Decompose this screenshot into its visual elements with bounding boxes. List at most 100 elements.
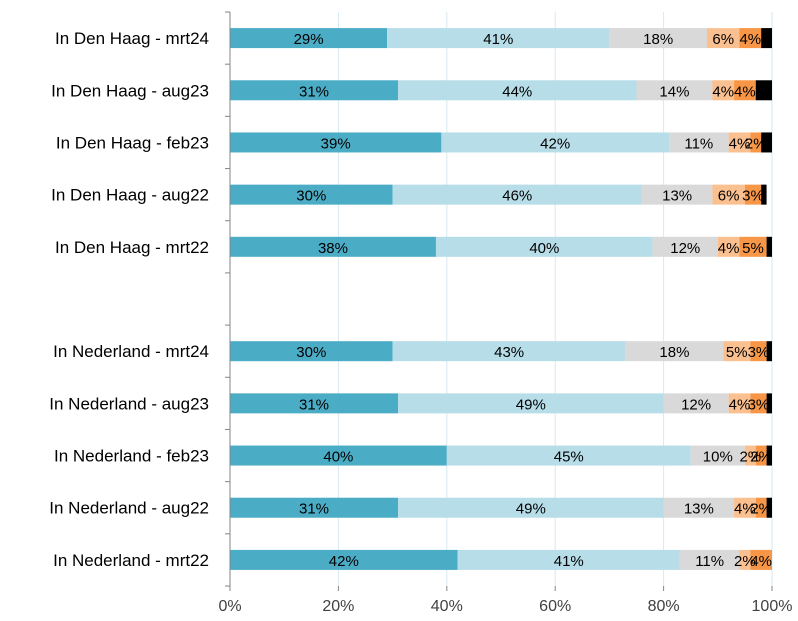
bar-segment — [398, 393, 664, 414]
bar-segment — [392, 184, 642, 205]
data-label: 2% — [750, 501, 772, 518]
category-label: In Den Haag - aug22 — [51, 186, 209, 205]
bar-segment — [739, 549, 751, 570]
axes: 0% 20% 40% 60% 80% 100% In Den Haag - mrt24 In … — [49, 11, 793, 615]
data-label: 4% — [718, 240, 740, 257]
bar-segment — [723, 341, 751, 362]
data-label: 41% — [554, 553, 584, 570]
category-label: In Den Haag - mrt22 — [55, 238, 209, 257]
bar-segment — [755, 80, 772, 101]
data-label: 11% — [695, 553, 724, 570]
bar-segment — [755, 445, 767, 466]
data-label: 49% — [516, 501, 546, 518]
bar-segment — [766, 341, 772, 362]
data-label: 2% — [745, 135, 767, 152]
data-label: 4% — [734, 83, 756, 100]
category-label: In Den Haag - aug23 — [51, 81, 209, 100]
data-label: 3% — [742, 188, 764, 205]
bar-segment — [641, 184, 713, 205]
data-labels: 29% 41% 18% 6% 4%31% 44% 14% 4% 4%39% 42% 11% 4%2%3… — [294, 31, 772, 570]
data-label: 4% — [750, 553, 772, 570]
x-tick-label: 20% — [322, 598, 354, 615]
bar-segment — [717, 236, 740, 257]
data-label: 44% — [502, 83, 532, 100]
data-label: 46% — [502, 188, 532, 205]
data-label: 31% — [299, 396, 329, 413]
bar-segment — [761, 132, 772, 153]
bar-segment — [744, 445, 756, 466]
data-label: 43% — [494, 344, 524, 361]
data-label: 12% — [681, 396, 711, 413]
data-label: 5% — [742, 240, 764, 257]
gridlines — [337, 12, 773, 586]
bar-segment — [750, 549, 772, 570]
data-label: 10% — [703, 449, 733, 466]
data-label: 18% — [659, 344, 689, 361]
bar-segment — [679, 549, 740, 570]
bar-segment — [739, 236, 767, 257]
bar-segment — [663, 393, 729, 414]
data-label: 12% — [670, 240, 700, 257]
bar-segment — [690, 445, 745, 466]
data-label: 14% — [659, 83, 689, 100]
bar-segment — [230, 445, 447, 466]
data-label: 4% — [712, 83, 734, 100]
bar-segment — [625, 341, 724, 362]
bar-segment — [712, 184, 745, 205]
bar-segment — [766, 445, 772, 466]
bar-segment — [230, 549, 458, 570]
bar-segment — [398, 497, 664, 518]
data-label: 45% — [554, 449, 584, 466]
bar-segment — [739, 28, 762, 49]
bar-segment — [230, 393, 399, 414]
bar-segment — [398, 80, 637, 101]
x-tick-label: 0% — [218, 598, 241, 615]
bar-segment — [766, 236, 772, 257]
bar-segment — [766, 393, 772, 414]
bar-segment — [761, 28, 772, 49]
x-tick-label: 100% — [752, 598, 793, 615]
bar-segment — [728, 393, 751, 414]
bar-segment — [441, 132, 670, 153]
bar-segment — [230, 236, 436, 257]
data-label: 29% — [294, 31, 324, 48]
bar-segment — [728, 132, 751, 153]
category-label: In Nederland - aug23 — [49, 394, 209, 413]
data-label: 31% — [299, 501, 329, 518]
bar-segment — [734, 497, 756, 518]
bar-segment — [761, 184, 767, 205]
bar-segment — [669, 132, 729, 153]
data-label: 13% — [684, 501, 714, 518]
bar-segment — [230, 497, 399, 518]
bar-segment — [766, 497, 772, 518]
bar-segment — [230, 132, 442, 153]
data-label: 3% — [748, 344, 770, 361]
data-label: 2% — [739, 449, 761, 466]
data-label: 4% — [739, 31, 761, 48]
data-label: 40% — [323, 449, 353, 466]
data-label: 3% — [748, 396, 770, 413]
category-label: In Nederland - mrt24 — [53, 342, 209, 361]
category-label: In Nederland - aug22 — [49, 499, 209, 518]
data-label: 41% — [483, 31, 513, 48]
data-label: 30% — [296, 344, 326, 361]
bar-segment — [712, 80, 735, 101]
x-tick-label: 80% — [648, 598, 680, 615]
category-label: In Nederland - feb23 — [54, 447, 209, 466]
data-label: 6% — [712, 31, 734, 48]
x-tick-label: 40% — [431, 598, 463, 615]
x-tick-label: 60% — [539, 598, 571, 615]
bar-segment — [744, 184, 762, 205]
bar-segment — [609, 28, 707, 49]
bar-segment — [750, 393, 767, 414]
data-label: 4% — [729, 135, 751, 152]
data-label: 49% — [516, 396, 546, 413]
bar-segment — [435, 236, 653, 257]
bars — [230, 28, 772, 570]
bar-segment — [446, 445, 691, 466]
bar-segment — [706, 28, 740, 49]
data-label: 18% — [643, 31, 673, 48]
data-label: 40% — [529, 240, 559, 257]
